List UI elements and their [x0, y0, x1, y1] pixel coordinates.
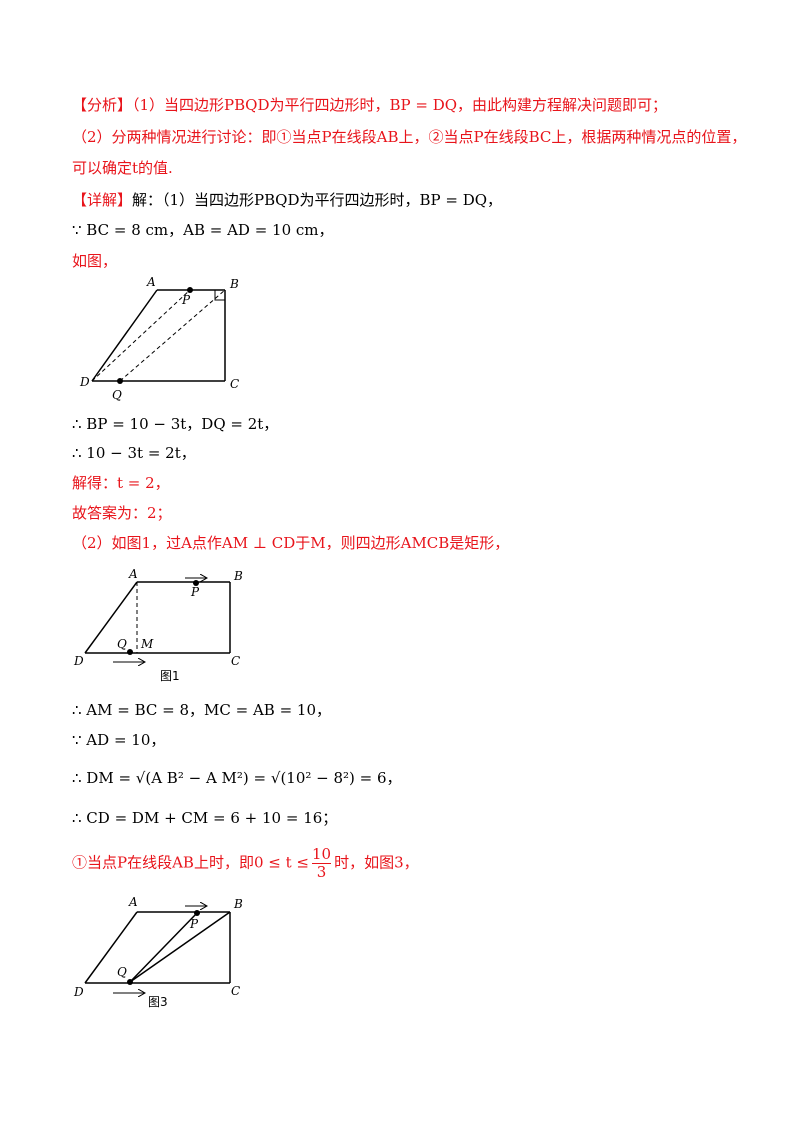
point-label: B — [233, 897, 243, 911]
point-label: Q — [112, 388, 122, 402]
point-label: B — [229, 277, 239, 291]
point-label: P — [181, 293, 191, 307]
point-label: P — [190, 585, 200, 599]
point-label: M — [140, 637, 154, 651]
figure: A B C D P Q — [79, 275, 239, 402]
point-label: Q — [117, 965, 127, 979]
text: 解得：t = 2， — [72, 474, 170, 492]
fraction: 10 3 — [311, 845, 332, 881]
text: 时，如图3， — [334, 853, 419, 872]
paragraph: 【分析】（1）当四边形PBQD为平行四边形时，BP = DQ，由此构建方程解决问… — [72, 95, 667, 115]
text: ∴ DM = √(A B² − A M²) = √(10² − 8²) = 6， — [72, 769, 402, 787]
paragraph: ①当点P在线段AB上时，即0 ≤ t ≤10 3 时，如图3， — [72, 846, 419, 881]
label: 【详解】 — [72, 191, 133, 209]
paragraph: 故答案为：2； — [72, 503, 172, 523]
paragraph: ∵ AD = 10， — [72, 730, 165, 750]
text: ∴ 10 − 3t = 2t， — [72, 444, 196, 462]
point-label: D — [73, 985, 84, 999]
paragraph: ∴ DM = √(A B² − A M²) = √(10² − 8²) = 6， — [72, 768, 402, 788]
label: 【分析】 — [72, 96, 133, 114]
caption: 图1 — [160, 669, 180, 683]
figure: A B C D P Q M 图1 — [73, 567, 243, 683]
text: ∵ AD = 10， — [72, 731, 166, 749]
text: 如图， — [72, 252, 118, 270]
figure: A B C D P Q 图3 — [73, 895, 243, 1009]
point-label: A — [128, 895, 138, 909]
paragraph: 如图， — [72, 251, 117, 271]
point-label: D — [73, 654, 84, 668]
point-label: P — [189, 917, 199, 931]
point-label: A — [128, 567, 138, 581]
point-label: D — [79, 375, 90, 389]
text: （2）如图1，过A点作AM ⊥ CD于M，则四边形AMCB是矩形， — [72, 534, 510, 552]
point-label: B — [233, 569, 243, 583]
paragraph: 【详解】解：（1）当四边形PBQD为平行四边形时，BP = DQ， — [72, 190, 502, 210]
point-label: A — [146, 275, 156, 289]
text: ∴ BP = 10 − 3t，DQ = 2t， — [72, 415, 279, 433]
denominator: 3 — [316, 863, 327, 881]
paragraph: ∵ BC = 8 cm，AB = AD = 10 cm， — [72, 220, 334, 240]
paragraph: ∴ 10 − 3t = 2t， — [72, 443, 196, 463]
point-label: C — [231, 984, 240, 998]
point-label: Q — [117, 637, 127, 651]
text: （1）当四边形PBQD为平行四边形时，BP = DQ，由此构建方程解决问题即可； — [132, 96, 668, 114]
paragraph: ∴ CD = DM + CM = 6 + 10 = 16； — [72, 808, 337, 828]
text: ①当点P在线段AB上时，即0 ≤ t ≤ — [72, 853, 309, 872]
paragraph: 可以确定t的值. — [72, 158, 173, 178]
paragraph: ∴ BP = 10 − 3t，DQ = 2t， — [72, 414, 278, 434]
text: ∴ AM = BC = 8，MC = AB = 10， — [72, 701, 332, 719]
paragraph: （2）分两种情况进行讨论：即①当点P在线段AB上，②当点P在线段BC上，根据两种… — [72, 127, 746, 147]
point-label: C — [231, 654, 240, 668]
text: ∵ BC = 8 cm，AB = AD = 10 cm， — [72, 221, 334, 239]
paragraph: ∴ AM = BC = 8，MC = AB = 10， — [72, 700, 331, 720]
paragraph: （2）如图1，过A点作AM ⊥ CD于M，则四边形AMCB是矩形， — [72, 533, 509, 553]
text: 可以确定t的值. — [72, 159, 173, 177]
text: 故答案为：2； — [72, 504, 172, 522]
caption: 图3 — [148, 995, 168, 1009]
numerator: 10 — [311, 845, 332, 864]
text: 解：（1）当四边形PBQD为平行四边形时，BP = DQ， — [132, 191, 503, 209]
text: ∴ CD = DM + CM = 6 + 10 = 16； — [72, 809, 338, 827]
point-label: C — [230, 377, 239, 391]
text: （2）分两种情况进行讨论：即①当点P在线段AB上，②当点P在线段BC上，根据两种… — [72, 128, 747, 146]
paragraph: 解得：t = 2， — [72, 473, 170, 493]
